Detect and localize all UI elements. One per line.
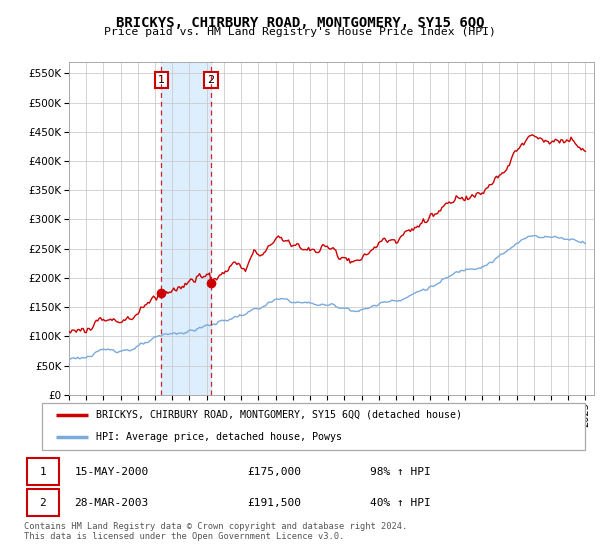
Bar xyxy=(161,62,211,395)
Text: BRICKYS, CHIRBURY ROAD, MONTGOMERY, SY15 6QQ: BRICKYS, CHIRBURY ROAD, MONTGOMERY, SY15… xyxy=(116,16,484,30)
Text: 28-MAR-2003: 28-MAR-2003 xyxy=(74,498,148,507)
Text: Contains HM Land Registry data © Crown copyright and database right 2024.
This d: Contains HM Land Registry data © Crown c… xyxy=(24,522,407,542)
FancyBboxPatch shape xyxy=(27,489,59,516)
Text: 98% ↑ HPI: 98% ↑ HPI xyxy=(370,467,431,477)
FancyBboxPatch shape xyxy=(27,458,59,486)
FancyBboxPatch shape xyxy=(42,403,585,450)
Text: £175,000: £175,000 xyxy=(247,467,301,477)
Text: Price paid vs. HM Land Registry's House Price Index (HPI): Price paid vs. HM Land Registry's House … xyxy=(104,27,496,37)
Text: £191,500: £191,500 xyxy=(247,498,301,507)
Text: BRICKYS, CHIRBURY ROAD, MONTGOMERY, SY15 6QQ (detached house): BRICKYS, CHIRBURY ROAD, MONTGOMERY, SY15… xyxy=(97,410,463,420)
Text: HPI: Average price, detached house, Powys: HPI: Average price, detached house, Powy… xyxy=(97,432,342,442)
Text: 1: 1 xyxy=(40,467,46,477)
Text: 2: 2 xyxy=(207,75,214,85)
Text: 2: 2 xyxy=(40,498,46,507)
Text: 15-MAY-2000: 15-MAY-2000 xyxy=(74,467,148,477)
Text: 1: 1 xyxy=(158,75,165,85)
Text: 40% ↑ HPI: 40% ↑ HPI xyxy=(370,498,431,507)
